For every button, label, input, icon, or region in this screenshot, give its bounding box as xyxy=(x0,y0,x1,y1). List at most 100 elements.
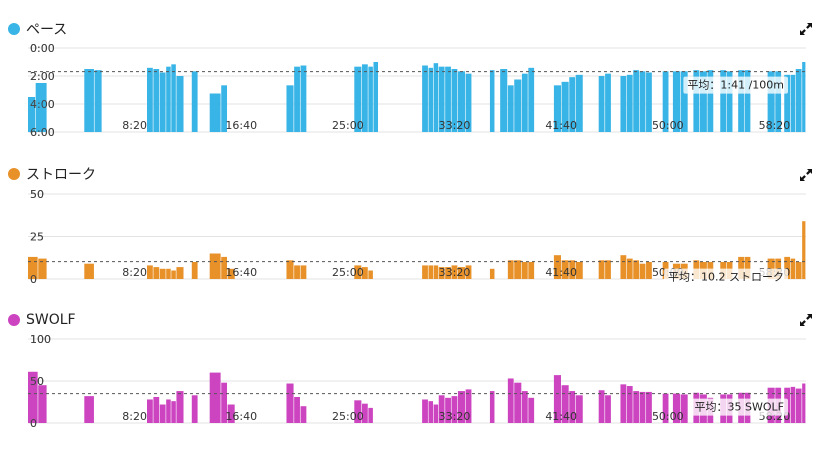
average-label-background xyxy=(690,398,788,416)
bar xyxy=(639,391,646,423)
bar xyxy=(784,256,791,279)
bar xyxy=(445,397,451,423)
bar xyxy=(84,263,94,279)
x-tick-label: 41:40 xyxy=(545,410,577,423)
bar xyxy=(171,64,176,132)
bar xyxy=(147,265,153,279)
average-label-background xyxy=(664,268,788,286)
bar xyxy=(445,66,451,132)
bar xyxy=(507,378,514,423)
average-label: 平均：35 SWOLF xyxy=(695,401,784,414)
bar xyxy=(575,262,583,279)
bar xyxy=(738,256,744,279)
bar xyxy=(373,62,379,132)
bar xyxy=(28,97,36,132)
bar xyxy=(221,256,228,279)
y-tick-label: 0 xyxy=(30,273,37,286)
bar xyxy=(166,399,171,423)
y-tick-label: 0:00 xyxy=(30,42,55,55)
bar xyxy=(680,71,688,132)
bar xyxy=(433,265,439,279)
x-tick-label: 33:20 xyxy=(439,266,471,279)
bar xyxy=(176,391,184,423)
bar xyxy=(166,66,171,132)
bar xyxy=(489,268,495,279)
bar xyxy=(286,85,294,132)
bar xyxy=(361,403,368,423)
swolf-expand-icon[interactable] xyxy=(799,313,813,327)
bar xyxy=(790,258,796,279)
x-tick-label: 25:00 xyxy=(332,119,364,132)
x-tick-label: 8:20 xyxy=(122,410,147,423)
x-tick-label: 33:20 xyxy=(439,410,471,423)
bar xyxy=(428,265,434,279)
bar xyxy=(368,407,373,423)
bar xyxy=(221,85,228,132)
bar xyxy=(507,85,514,132)
bar xyxy=(422,65,428,132)
bar xyxy=(605,73,611,132)
stroke-chart-title: ストローク xyxy=(26,167,96,183)
bar xyxy=(620,76,627,132)
pace-panel: ペース 0:002:004:006:000:002:004:006:008:20… xyxy=(0,0,829,145)
bar xyxy=(35,83,47,132)
bar xyxy=(500,69,508,132)
bar xyxy=(159,268,166,279)
bar xyxy=(528,397,535,423)
x-tick-label: 50:00 xyxy=(652,410,684,423)
bar xyxy=(159,404,166,423)
bar xyxy=(744,70,751,132)
bar xyxy=(672,71,680,132)
bar xyxy=(28,371,38,423)
bar xyxy=(795,69,802,132)
bar xyxy=(569,391,576,423)
stroke-chart: 50250502508:2016:4025:0033:2041:4050:005… xyxy=(28,188,806,286)
bar xyxy=(451,396,458,423)
swolf-legend-dot xyxy=(8,314,20,326)
bar xyxy=(744,256,751,279)
bar xyxy=(598,260,605,279)
bar xyxy=(84,69,94,132)
bar xyxy=(514,79,522,132)
bar xyxy=(646,262,652,279)
bar xyxy=(38,385,47,423)
bar xyxy=(795,262,802,279)
average-label: 平均：10.2 ストローク xyxy=(668,271,784,284)
pace-expand-icon[interactable] xyxy=(799,22,813,36)
bar xyxy=(166,268,171,279)
bar xyxy=(489,70,495,132)
y-tick-label: 2:00 xyxy=(30,70,55,83)
bar xyxy=(626,386,633,423)
bar xyxy=(286,260,294,279)
y-tick-label: 4:00 xyxy=(30,98,55,111)
bar xyxy=(626,74,633,132)
y-tick-label: 50 xyxy=(30,188,44,201)
x-tick-label: 41:40 xyxy=(545,266,577,279)
bar xyxy=(699,71,707,132)
bar xyxy=(598,76,605,132)
bar xyxy=(294,396,300,423)
stroke-expand-icon[interactable] xyxy=(799,168,813,182)
bar xyxy=(767,71,775,132)
bar xyxy=(153,267,160,279)
bar xyxy=(528,67,535,132)
x-tick-label: 50:00 xyxy=(652,119,684,132)
y-tick-label: 0 xyxy=(30,417,37,430)
bar xyxy=(451,265,458,279)
bar xyxy=(795,388,802,423)
bar xyxy=(191,395,198,423)
bar xyxy=(738,70,744,132)
y-tick-label: 0 xyxy=(30,273,37,286)
bar xyxy=(521,73,528,132)
average-label-background xyxy=(683,76,788,94)
bar xyxy=(221,382,228,423)
bar xyxy=(569,260,576,279)
bar xyxy=(84,396,94,423)
bar xyxy=(553,255,561,279)
bar xyxy=(445,267,451,279)
bar xyxy=(294,265,300,279)
bar xyxy=(294,66,300,132)
pace-chart: 0:002:004:006:000:002:004:006:008:2016:4… xyxy=(28,42,806,139)
x-tick-label: 25:00 xyxy=(332,266,364,279)
bar xyxy=(598,390,605,423)
